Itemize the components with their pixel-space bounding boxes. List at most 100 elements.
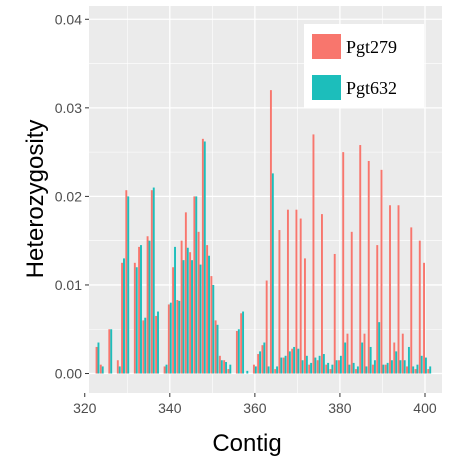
bar-pgt279 [291, 348, 294, 374]
bar-pgt632 [242, 311, 245, 374]
bar-pgt632 [157, 311, 159, 374]
legend-key-pgt279 [312, 34, 341, 59]
bar-pgt632 [356, 366, 359, 374]
bar-pgt279 [180, 240, 183, 374]
bar-pgt632 [208, 255, 210, 374]
bar-pgt632 [280, 357, 283, 374]
bar-pgt279 [376, 245, 379, 374]
bar-pgt632 [420, 355, 423, 374]
bar-pgt279 [299, 218, 302, 374]
bar-pgt632 [148, 240, 151, 374]
bar-pgt279 [235, 331, 238, 374]
bar-series [95, 90, 432, 374]
bar-pgt632 [361, 342, 364, 374]
bar-pgt632 [165, 364, 168, 374]
bar-pgt279 [380, 169, 383, 374]
bar-pgt279 [274, 369, 277, 374]
bar-pgt632 [174, 246, 176, 374]
bar-pgt279 [176, 300, 179, 374]
bar-pgt279 [393, 342, 396, 374]
bar-pgt632 [127, 196, 130, 374]
bar-pgt632 [399, 360, 402, 374]
x-tick-label: 360 [243, 400, 267, 416]
bar-pgt279 [218, 355, 221, 374]
bar-pgt632 [259, 351, 262, 374]
bar-pgt632 [310, 362, 313, 374]
bar-pgt632 [407, 346, 410, 374]
bar-pgt632 [301, 360, 304, 374]
bar-pgt279 [286, 209, 289, 374]
bar-pgt632 [314, 357, 317, 374]
bar-pgt279 [206, 245, 209, 374]
bar-pgt279 [338, 360, 340, 374]
bar-pgt279 [312, 134, 315, 374]
bar-pgt632 [237, 329, 240, 374]
x-tick-label: 320 [73, 400, 97, 416]
bar-pgt632 [403, 360, 406, 374]
bar-pgt632 [169, 302, 172, 374]
bar-pgt632 [97, 342, 100, 374]
bar-pgt279 [410, 227, 413, 374]
bar-pgt279 [252, 364, 255, 374]
bar-pgt632 [318, 355, 321, 374]
bar-pgt279 [427, 369, 430, 374]
bar-pgt279 [325, 364, 328, 374]
legend-label-pgt632: Pgt632 [346, 78, 397, 98]
bar-pgt632 [140, 245, 142, 374]
bar-pgt279 [150, 190, 153, 374]
bar-pgt279 [172, 267, 175, 374]
bar-pgt279 [257, 354, 260, 374]
bar-pgt632 [152, 187, 155, 374]
bar-pgt279 [138, 246, 141, 374]
bar-pgt279 [227, 369, 230, 374]
bar-pgt632 [263, 342, 266, 374]
bar-pgt279 [367, 160, 370, 374]
y-tick-label: 0.04 [55, 11, 82, 27]
bar-pgt279 [240, 313, 243, 374]
bar-pgt279 [372, 364, 374, 374]
bar-pgt632 [220, 360, 223, 374]
bar-pgt279 [261, 345, 264, 374]
bar-pgt279 [155, 315, 158, 374]
bar-pgt279 [278, 230, 281, 374]
bar-pgt279 [316, 360, 319, 374]
bar-pgt632 [182, 260, 185, 374]
bar-pgt279 [423, 262, 425, 374]
bar-pgt279 [342, 152, 345, 374]
bar-pgt632 [186, 247, 189, 374]
bar-pgt279 [189, 252, 192, 374]
bar-pgt632 [284, 355, 287, 374]
bar-pgt632 [390, 360, 393, 374]
bar-pgt279 [142, 320, 145, 374]
bar-pgt632 [293, 346, 296, 374]
legend-key-pgt632 [312, 75, 341, 100]
bar-pgt279 [163, 366, 166, 374]
bar-pgt279 [359, 145, 362, 374]
bar-pgt279 [125, 190, 128, 374]
bar-pgt632 [348, 364, 351, 374]
bar-pgt632 [178, 300, 181, 374]
bar-pgt632 [386, 362, 389, 374]
bar-pgt632 [254, 366, 257, 374]
bar-pgt279 [333, 253, 336, 374]
bar-pgt632 [365, 366, 368, 374]
bar-pgt279 [303, 258, 306, 374]
bar-pgt632 [191, 260, 193, 374]
bar-pgt632 [331, 364, 334, 374]
y-tick-label: 0.02 [55, 188, 82, 204]
bar-pgt279 [201, 138, 204, 374]
x-axis: 320 340 360 380 400 [73, 393, 437, 416]
bar-pgt632 [212, 284, 215, 374]
bar-pgt632 [429, 366, 432, 374]
x-tick-label: 380 [328, 400, 352, 416]
bar-pgt632 [246, 370, 249, 374]
bar-pgt632 [412, 366, 415, 374]
bar-pgt632 [110, 329, 113, 374]
legend: Pgt279 Pgt632 [304, 24, 424, 108]
bar-pgt632 [344, 342, 347, 374]
y-axis-title: Heterozygosity [22, 120, 49, 279]
bar-pgt632 [416, 364, 419, 374]
bar-pgt632 [297, 348, 300, 374]
y-tick-label: 0.00 [55, 366, 82, 382]
